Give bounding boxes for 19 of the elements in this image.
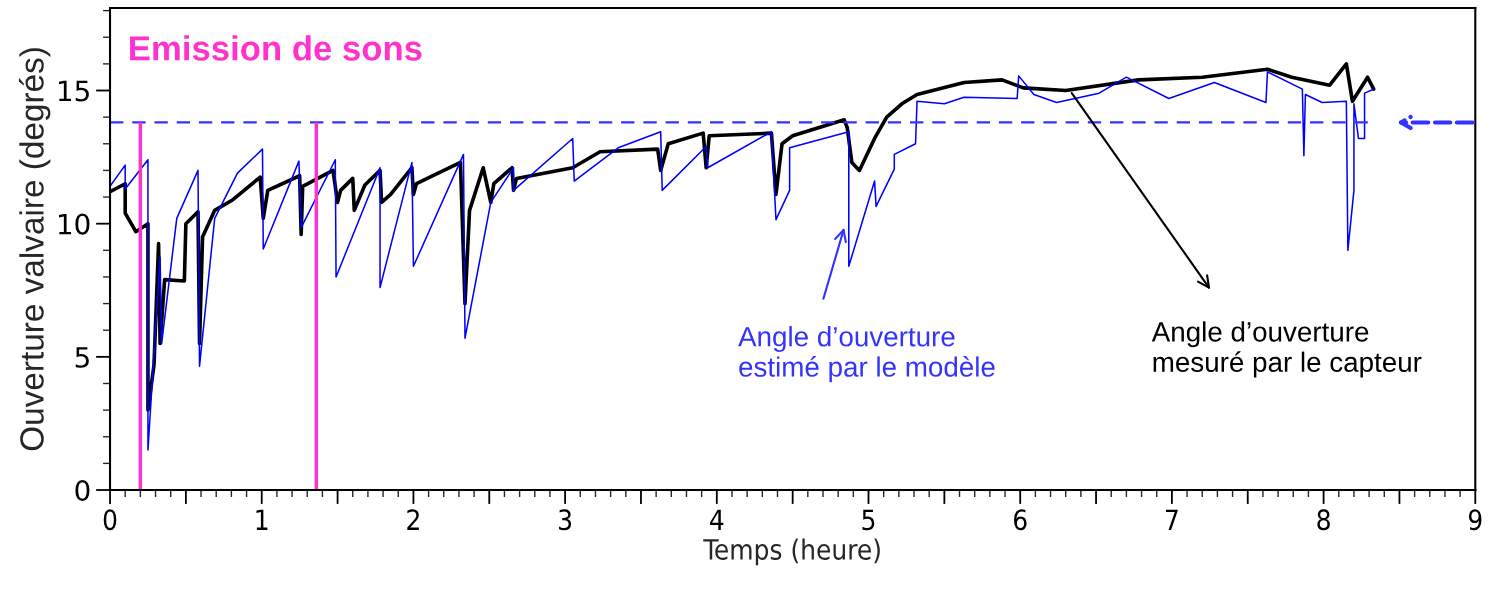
x-tick-label: 0 <box>103 509 117 531</box>
y-tick-label: 5 <box>75 347 89 368</box>
x-tick-label: 7 <box>1166 509 1178 530</box>
y-tick-label: 15 <box>58 80 89 102</box>
y-tick-label: 0 <box>75 479 90 501</box>
annotation: Emission de sons <box>130 35 422 61</box>
x-tick-label: 9 <box>1468 509 1482 531</box>
x-tick-label: 4 <box>710 509 724 530</box>
y-tick-label: 10 <box>58 213 90 235</box>
y-axis-title: Ouverture valvaire (degrés) <box>18 48 51 451</box>
x-tick-label: 3 <box>559 509 572 531</box>
x-tick-label: 1 <box>256 509 268 530</box>
x-tick-label: 2 <box>407 509 419 530</box>
annotation: Angle d’ouverture mesuré par le capteur <box>1151 321 1422 378</box>
x-axis-title: Temps (heure) <box>703 538 880 566</box>
x-tick-label: 8 <box>1317 509 1330 531</box>
annotation: Angle d’ouverture estimé par le modèle <box>738 326 995 383</box>
x-tick-label: 5 <box>862 509 875 531</box>
x-tick-label: 6 <box>1014 509 1027 531</box>
